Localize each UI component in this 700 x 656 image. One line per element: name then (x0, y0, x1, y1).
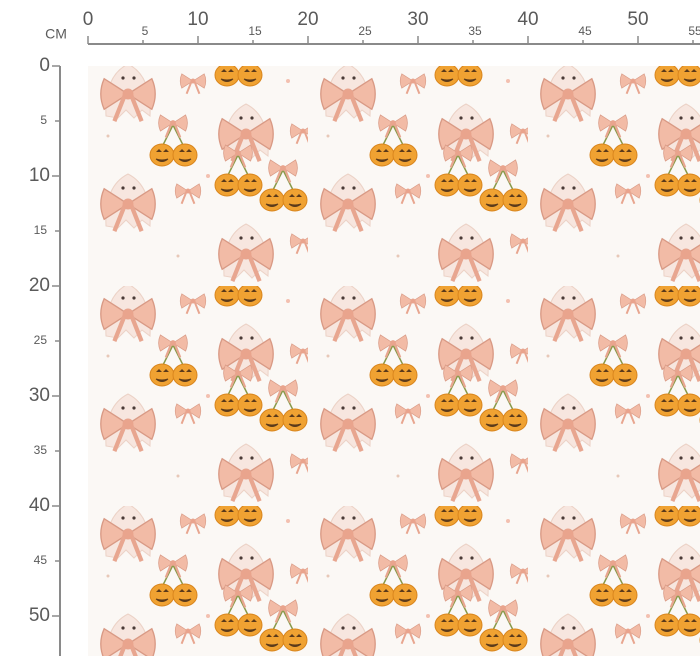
ruler-label: 50 (627, 9, 648, 30)
ruler-label: 50 (29, 605, 50, 626)
unit-label: CM (45, 26, 67, 42)
ruler-label: 5 (40, 113, 47, 127)
ruler-label: 45 (34, 553, 48, 567)
ruler-label: 25 (358, 24, 372, 38)
ruler-label: 10 (187, 9, 208, 30)
ruler-label: 45 (578, 24, 592, 38)
fabric-pattern (88, 66, 700, 656)
ruler-label: 30 (407, 9, 428, 30)
ruler-label: 15 (34, 223, 48, 237)
ruler-label: 40 (29, 495, 50, 516)
ruler-label: 20 (29, 275, 50, 296)
ruler-label: 5 (142, 24, 149, 38)
ruler-label: 0 (83, 9, 94, 30)
ruler-label: 35 (34, 443, 48, 457)
ruler-label: 30 (29, 385, 50, 406)
ruler-label: 10 (29, 165, 50, 186)
ruler-label: 0 (39, 55, 50, 76)
ruler-label: 25 (34, 333, 48, 347)
ruler-label: 20 (297, 9, 318, 30)
ruler-label: 55 (688, 24, 700, 38)
ruler-label: 35 (468, 24, 482, 38)
ruler-label: 40 (517, 9, 538, 30)
ruler-label: 15 (248, 24, 262, 38)
